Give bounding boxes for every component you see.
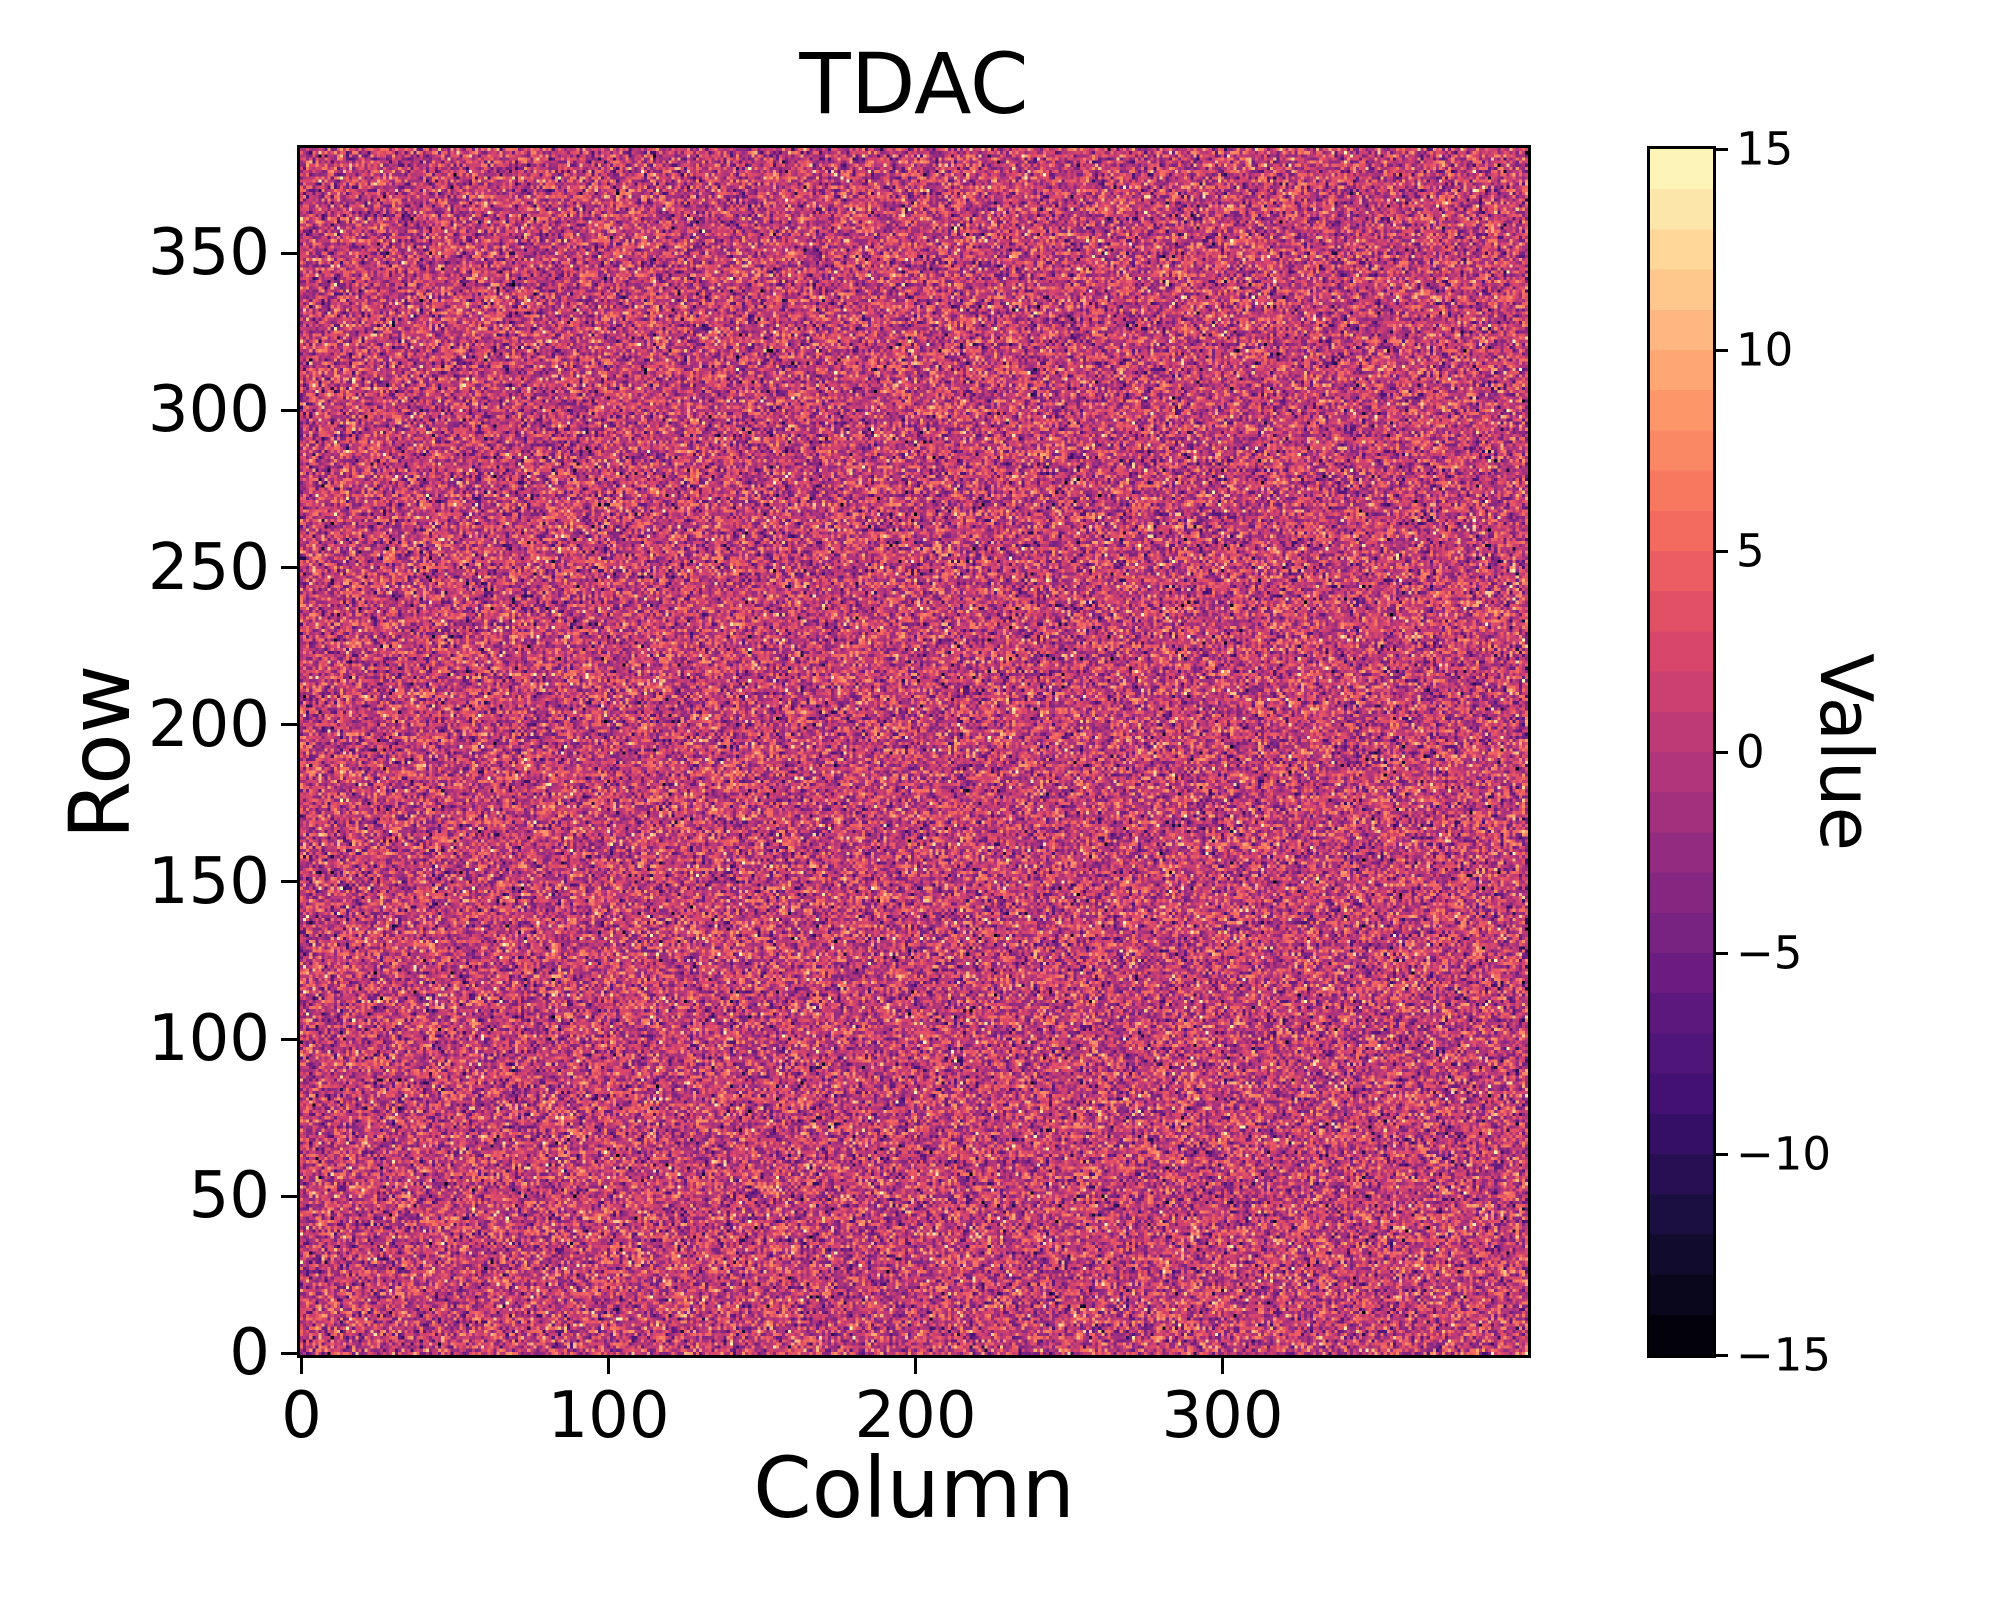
chart-title: TDAC [799,35,1029,133]
y-tick [281,1194,297,1198]
colorbar-tick [1713,147,1728,151]
colorbar-tick-label: −10 [1736,1127,1831,1181]
y-tick-label: 200 [147,687,270,762]
y-tick [281,408,297,412]
colorbar-tick-label: 5 [1736,524,1765,578]
colorbar-tick [1713,1353,1728,1357]
x-tick [914,1358,918,1374]
plot-frame [297,145,1531,1358]
y-tick [281,251,297,255]
colorbar-canvas [1650,149,1713,1355]
y-tick-label: 350 [147,216,270,291]
colorbar-tick-label: 0 [1736,725,1765,779]
y-tick [281,1037,297,1041]
x-tick [607,1358,611,1374]
y-tick-label: 300 [147,373,270,448]
x-tick [1221,1358,1225,1374]
x-tick [300,1358,304,1374]
x-tick-label: 100 [547,1379,670,1453]
y-tick-label: 250 [147,530,270,605]
y-tick [281,880,297,884]
colorbar-tick-label: −5 [1736,926,1803,980]
y-tick-label: 0 [229,1316,270,1391]
colorbar-tick-label: 15 [1736,122,1794,176]
colorbar-tick [1713,549,1728,553]
y-axis-label: Row [50,664,149,840]
y-tick [281,566,297,570]
y-tick-label: 100 [147,1002,270,1077]
y-tick-label: 150 [147,844,270,919]
colorbar-tick [1713,750,1728,754]
colorbar-tick-label: 10 [1736,323,1794,377]
y-tick-label: 50 [188,1159,270,1234]
y-tick [281,723,297,727]
colorbar-label: Value [1804,653,1889,851]
x-tick-label: 0 [281,1379,322,1453]
x-tick-label: 300 [1161,1379,1284,1453]
colorbar-tick [1713,951,1728,955]
colorbar-tick-label: −15 [1736,1328,1831,1382]
colorbar-tick [1713,1152,1728,1156]
y-tick [281,1351,297,1355]
colorbar-tick [1713,348,1728,352]
colorbar [1647,146,1716,1358]
heatmap-canvas [300,148,1528,1355]
x-axis-label: Column [753,1439,1075,1537]
x-tick-label: 200 [854,1379,977,1453]
